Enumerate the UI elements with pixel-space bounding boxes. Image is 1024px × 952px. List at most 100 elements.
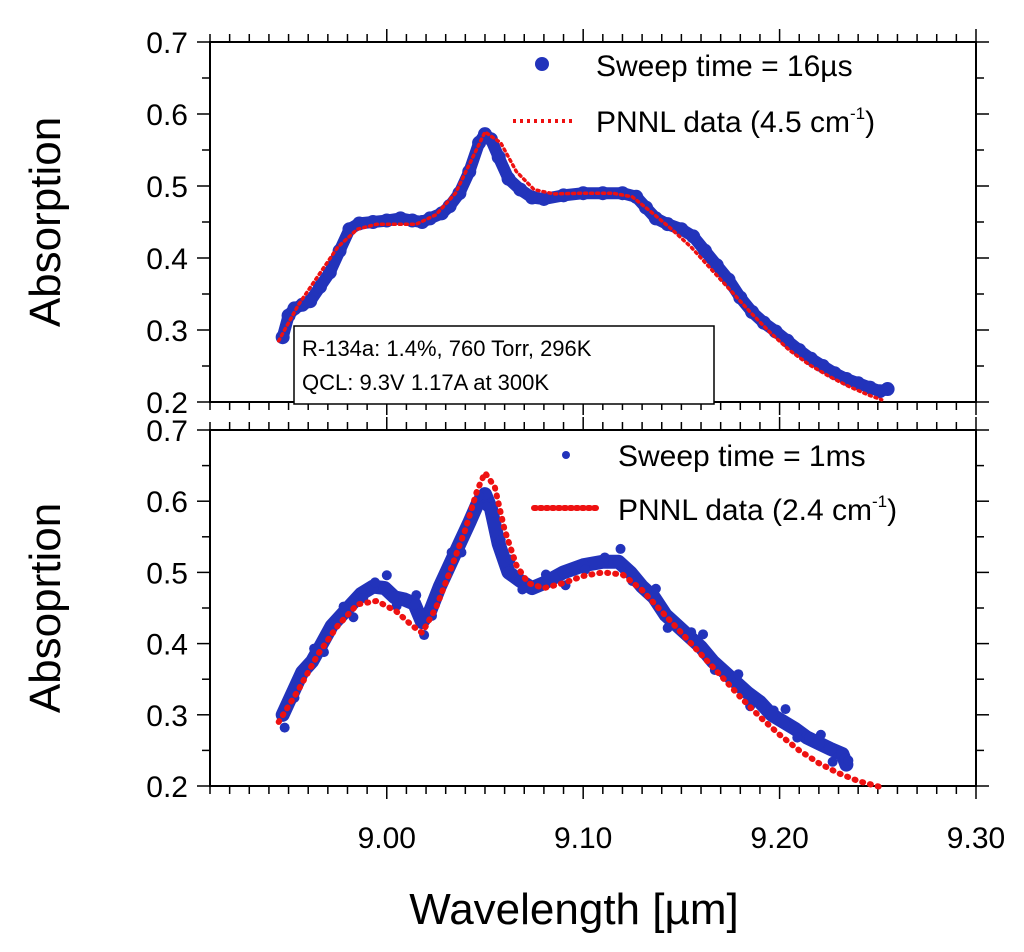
bottom-measured-noise-point [487, 507, 498, 518]
top-legend-marker-symbol [535, 57, 549, 71]
x-tick-label: 9.00 [358, 822, 416, 855]
top-measured-point [513, 182, 528, 197]
bottom-legend: Sweep time = 1ms PNNL data (2.4 cm-1) [531, 440, 897, 527]
bottom-measured-point [730, 676, 743, 689]
top-y-axis-title: Absorption [21, 117, 70, 327]
bottom-measured-noise-point [318, 647, 329, 658]
bottom-measured-point [789, 723, 802, 736]
top-y-tick-label: 0.2 [146, 387, 188, 420]
top-measured-point [733, 290, 748, 305]
bottom-measured-noise-point [815, 729, 826, 740]
bottom-measured-point [502, 566, 515, 579]
bottom-measured-point [824, 742, 837, 755]
bottom-measured-noise-point [756, 701, 767, 712]
bottom-measured-noise-point [495, 534, 506, 545]
top-legend-marker-label: Sweep time = 16µs [596, 50, 853, 83]
bottom-measured-noise-point [615, 543, 626, 554]
x-tick-labels: 9.00 9.10 9.20 9.30 [358, 822, 1006, 855]
bottom-legend-marker-label: Sweep time = 1ms [618, 440, 866, 473]
top-measured-point [393, 211, 408, 226]
top-measured-point [851, 376, 866, 391]
bottom-measured-noise-point [338, 601, 349, 612]
top-measured-point [756, 315, 771, 330]
top-y-tick-label: 0.7 [146, 27, 188, 60]
top-measured-point [629, 189, 644, 204]
bottom-series-1 [275, 466, 885, 791]
bottom-measured-noise-point [733, 669, 744, 680]
bottom-measured-noise-point [517, 584, 528, 595]
top-panel: 0.7 0.6 0.5 0.4 0.3 0.2 Absorption Sweep time… [21, 27, 989, 420]
bottom-measured-noise-point [780, 704, 791, 715]
bottom-measured-noise-point [686, 627, 697, 638]
bottom-measured-noise-point [381, 570, 392, 581]
bottom-measured-noise-point [580, 564, 591, 575]
bottom-legend-marker-symbol [562, 451, 570, 459]
top-measured-point [525, 190, 540, 205]
bottom-measured-noise-point [279, 722, 290, 733]
bottom-measured-noise-point [804, 732, 815, 743]
bottom-measured-noise-point [827, 756, 838, 767]
bottom-legend-line-label: PNNL data (2.4 cm-1) [618, 492, 897, 527]
top-y-tick-label: 0.4 [146, 243, 188, 276]
top-measured-point [880, 382, 895, 397]
bottom-y-axis-title: Absoprtion [21, 503, 70, 713]
bottom-measured-point [378, 582, 391, 595]
bottom-measured-trace [275, 487, 854, 772]
bottom-measured-noise-point [792, 732, 803, 743]
top-ticks [197, 29, 989, 415]
bottom-measured-noise-point [698, 629, 709, 640]
bottom-measured-noise-point [843, 755, 854, 766]
annotation-line-2: QCL: 9.3V 1.17A at 300K [302, 370, 549, 395]
bottom-plot-frame [209, 429, 977, 787]
bottom-measured-noise-point [768, 705, 779, 716]
bottom-ticks [197, 417, 989, 799]
top-measured-point [815, 359, 830, 373]
top-measured-point [674, 222, 689, 237]
bottom-measured-noise-point [391, 600, 402, 611]
bottom-measured-noise-point [370, 577, 381, 588]
bottom-measured-noise-point [721, 667, 732, 678]
top-measured-point [501, 171, 516, 186]
top-legend: Sweep time = 16µs PNNL data (4.5 cm-1) [513, 50, 875, 139]
top-pnnl-trace [276, 129, 884, 402]
bottom-measured-point [612, 555, 625, 568]
annotation-frame [293, 325, 715, 405]
top-legend-line-label: PNNL data (4.5 cm-1) [596, 104, 875, 139]
top-measured-point [491, 150, 506, 165]
bottom-measured-point [388, 591, 401, 604]
x-tick-label: 9.20 [750, 822, 808, 855]
bottom-measured-point [624, 566, 637, 579]
bottom-pnnl-trace [275, 466, 885, 791]
bottom-y-tick-label: 0.2 [146, 771, 188, 804]
top-measured-point [709, 258, 724, 273]
top-series [275, 127, 895, 402]
bottom-measured-point [706, 655, 719, 668]
x-axis-title: Wavelength [µm] [409, 885, 738, 934]
bottom-measured-noise-point [540, 569, 551, 580]
top-measured-point [303, 294, 318, 309]
bottom-y-tick-label: 0.3 [146, 700, 188, 733]
top-measured-point [697, 243, 712, 258]
top-y-tick-label: 0.6 [146, 99, 188, 132]
bottom-panel: 0.7 0.6 0.5 0.4 0.3 0.2 9.00 9.10 9.20 9.30 Abso… [21, 415, 1005, 934]
bottom-measured-point [557, 566, 570, 579]
annotation-box: R-134a: 1.4%, 760 Torr, 296K QCL: 9.3V 1… [293, 325, 715, 405]
bottom-series-0 [275, 487, 854, 772]
bottom-measured-noise-point [650, 583, 661, 594]
bottom-y-tick-labels: 0.7 0.6 0.5 0.4 0.3 0.2 [146, 415, 188, 804]
bottom-y-tick-label: 0.7 [146, 415, 188, 448]
top-y-tick-label: 0.3 [146, 315, 188, 348]
bottom-measured-point [742, 687, 755, 700]
top-measured-point [312, 279, 327, 294]
annotation-line-1: R-134a: 1.4%, 760 Torr, 296K [302, 336, 592, 361]
bottom-y-tick-label: 0.6 [146, 486, 188, 519]
bottom-measured-noise-point [599, 552, 610, 563]
top-measured-point [462, 164, 477, 179]
x-tick-label: 9.30 [947, 822, 1005, 855]
top-y-tick-labels: 0.7 0.6 0.5 0.4 0.3 0.2 [146, 27, 188, 420]
bottom-y-tick-label: 0.5 [146, 557, 188, 590]
bottom-y-tick-label: 0.4 [146, 629, 188, 662]
top-measured-point [686, 229, 701, 244]
bottom-measured-noise-point [662, 622, 673, 633]
